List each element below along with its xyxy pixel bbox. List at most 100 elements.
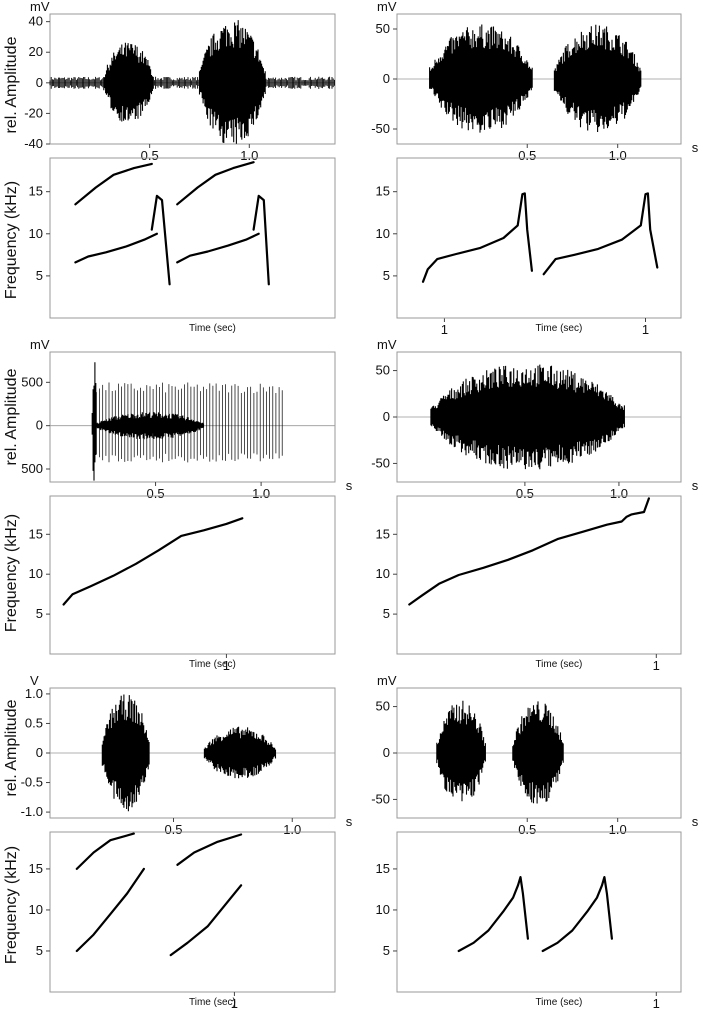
y-unit-label: mV — [30, 0, 50, 14]
y-tick-label: 10 — [376, 902, 390, 917]
waveform-burst-2 — [512, 701, 564, 804]
waveform-burst-1 — [91, 362, 97, 481]
waveform-burst-2 — [203, 726, 277, 779]
x-unit-label: s — [692, 140, 699, 155]
y-tick-label: 5 — [383, 943, 390, 958]
plot-frame — [49, 157, 336, 319]
frequency-trace-2 — [75, 832, 135, 870]
x-tick-label: 1 — [441, 322, 448, 337]
frequency-trace-1 — [408, 497, 650, 606]
y-tick-label: 0 — [36, 418, 43, 433]
plot-frame — [396, 495, 682, 655]
x-axis-label: Time (sec) — [189, 997, 236, 1008]
frequency-trace-2 — [542, 192, 659, 276]
y-tick-label: 50 — [376, 21, 390, 36]
y-tick-label: 500 — [21, 374, 43, 389]
waveform-burst-2 — [198, 20, 266, 144]
plot-frame — [49, 13, 336, 145]
y-tick-label: 50 — [376, 699, 390, 714]
panel-A-left-waveform: 40 20 0 -20 -40 0.5 1.0 mV — [24, 0, 336, 163]
x-unit-label: s — [346, 814, 353, 829]
x-tick-label: 1.0 — [610, 486, 628, 501]
y-tick-label: 5 — [36, 943, 43, 958]
panel-A-right-waveform: 50 0 -50 0.5 1.0 mV s — [371, 0, 699, 163]
y-tick-label: 0 — [36, 75, 43, 90]
x-tick-label: 0.5 — [147, 486, 165, 501]
y-tick-label: 40 — [29, 14, 43, 29]
y-tick-label: -50 — [371, 121, 390, 136]
panel-C-right-spectrogram: 15 10 5 1 Time (sec) — [376, 831, 682, 1011]
x-axis-label: Time (sec) — [535, 997, 582, 1008]
row-label-frequency-1: Frequency (kHz) — [3, 181, 20, 299]
x-tick-label: 0.5 — [164, 822, 182, 837]
x-axis-label: Time (sec) — [535, 323, 582, 334]
x-tick-label: 1.0 — [609, 148, 627, 163]
waveform-burst-2 — [553, 24, 642, 132]
panel-B-right-spectrogram: 15 10 5 1 Time (sec) — [376, 495, 682, 673]
y-tick-label: -40 — [24, 136, 43, 151]
frequency-trace-4 — [176, 232, 260, 264]
x-tick-label: 0.5 — [518, 822, 536, 837]
frequency-trace-2 — [74, 162, 153, 206]
frequency-trace-1 — [74, 232, 158, 264]
waveform-burst-1 — [430, 364, 625, 470]
y-tick-label: 5 — [383, 606, 390, 621]
x-tick-label: 1 — [231, 996, 238, 1011]
row-label-frequency-2: Frequency (kHz) — [3, 514, 20, 632]
frequency-trace-4 — [176, 833, 243, 866]
y-unit-label: mV — [377, 0, 397, 14]
y-tick-label: 5 — [36, 606, 43, 621]
frequency-trace-3 — [169, 884, 243, 957]
y-tick-label: 5 — [36, 268, 43, 283]
panel-C-left-waveform: 1.00.50-0.5-1.00.5 1.0Vs — [21, 673, 353, 837]
y-unit-label: mV — [30, 337, 50, 352]
y-tick-label: -50 — [371, 791, 390, 806]
plot-frame — [396, 831, 682, 993]
frequency-trace-1 — [62, 517, 244, 606]
y-tick-label: -50 — [371, 455, 390, 470]
frequency-trace-1 — [421, 192, 533, 283]
x-tick-label: 1 — [223, 658, 230, 673]
y-unit-label: mV — [377, 337, 397, 352]
x-unit-label: s — [692, 478, 699, 493]
x-axis-label: Time (sec) — [535, 659, 582, 670]
waveform-burst-1 — [103, 42, 154, 122]
x-tick-label: 1 — [653, 996, 660, 1011]
y-tick-label: -20 — [24, 105, 43, 120]
x-axis-label: Time (sec) — [189, 323, 236, 334]
y-tick-label: 500 — [21, 461, 43, 476]
waveform-burst-1 — [436, 700, 486, 802]
panel-B-right-waveform: 50 0 -50 0.5 1.0 mV s — [371, 337, 699, 501]
y-unit-label: V — [30, 673, 39, 688]
y-tick-label: 50 — [376, 363, 390, 378]
plot-frame — [49, 351, 336, 483]
x-unit-label: s — [692, 814, 699, 829]
x-tick-label: 0.5 — [516, 486, 534, 501]
panel-C-right-waveform: 50 0 -50 0.5 1.0 mV s — [371, 673, 699, 837]
y-tick-label: 15 — [29, 861, 43, 876]
waveform-burst-1 — [429, 24, 533, 133]
x-tick-label: 1.0 — [283, 822, 301, 837]
y-tick-label: 5 — [383, 268, 390, 283]
x-tick-label: 1 — [653, 658, 660, 673]
waveform-pulses — [96, 382, 283, 463]
y-tick-label: 10 — [29, 566, 43, 581]
row-label-amplitude-2: rel. Amplitude — [3, 368, 20, 465]
x-tick-label: 0.5 — [141, 148, 159, 163]
y-tick-label: 1.0 — [25, 686, 43, 701]
frequency-trace-5 — [176, 161, 255, 206]
panel-A-left-spectrogram: 15 10 5 1 Time (sec) — [29, 157, 448, 337]
x-tick-label: 1.0 — [252, 486, 270, 501]
y-tick-label: 15 — [376, 526, 390, 541]
y-tick-label: 10 — [29, 226, 43, 241]
y-tick-label: -1.0 — [21, 804, 43, 819]
plot-frame — [49, 831, 336, 993]
x-axis-label: Time (sec) — [189, 659, 236, 670]
waveform-burst-1 — [101, 694, 150, 812]
y-tick-label: 15 — [376, 184, 390, 199]
y-tick-label: 0 — [383, 409, 390, 424]
y-tick-label: 15 — [376, 861, 390, 876]
frequency-trace-1 — [457, 876, 529, 953]
